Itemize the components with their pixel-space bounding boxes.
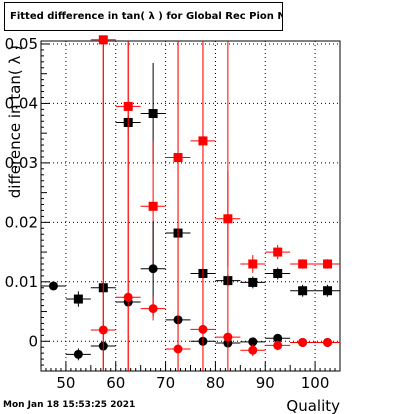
data-point-circle: [273, 340, 283, 350]
data-point-circle: [273, 333, 283, 343]
x-tick-label: 60: [106, 374, 125, 392]
data-point-square: [273, 247, 283, 257]
x-tick-label: 100: [301, 374, 330, 392]
timestamp: Mon Jan 18 15:53:25 2021: [3, 400, 136, 410]
data-point-circle: [323, 337, 333, 347]
y-tick-label: 0.04: [5, 94, 38, 112]
chart-title: Fitted difference in tan( λ ) for Global…: [4, 2, 283, 31]
data-point-square: [148, 201, 158, 211]
data-point-square: [248, 259, 258, 269]
y-axis-label: difference in tan( λ ): [6, 45, 24, 198]
x-tick-label: 50: [56, 374, 75, 392]
grid-lines: [41, 41, 340, 371]
y-tick-label: 0: [28, 332, 38, 350]
y-tick-label: 0.03: [5, 154, 38, 172]
y-tick-label: 0.02: [5, 213, 38, 231]
data-point-circle: [198, 324, 208, 334]
plot-frame: [40, 40, 341, 372]
data-point-square: [248, 277, 258, 287]
data-point-circle: [248, 337, 258, 347]
data-marks: [41, 35, 340, 371]
data-point-square: [148, 109, 158, 119]
x-axis-label: Quality: [286, 397, 340, 414]
data-point-circle: [98, 325, 108, 335]
data-point-circle: [123, 292, 133, 302]
y-tick-label: 0.01: [5, 273, 38, 291]
data-point-square: [298, 259, 308, 269]
axis-ticks: 50 60 70 80 90 100 0 0.01 0.02 0.03 0.04 0.05: [5, 35, 341, 392]
data-point-square: [298, 286, 308, 296]
data-point-circle: [298, 337, 308, 347]
x-tick-label: 90: [256, 374, 275, 392]
data-point-square: [98, 35, 108, 45]
data-point-square: [73, 294, 83, 304]
data-point-square: [323, 286, 333, 296]
x-tick-label: 80: [206, 374, 225, 392]
y-tick-label: 0.05: [5, 35, 38, 53]
data-point-circle: [248, 345, 258, 355]
x-tick-label: 70: [156, 374, 175, 392]
data-point-circle: [148, 304, 158, 314]
data-point-square: [323, 259, 333, 269]
data-series: [90, 41, 340, 371]
data-point-circle: [173, 344, 183, 354]
data-point-square: [273, 268, 283, 278]
data-point-circle: [48, 281, 58, 291]
data-point-circle: [223, 332, 233, 342]
data-point-circle: [148, 264, 158, 274]
data-point-circle: [73, 349, 83, 359]
